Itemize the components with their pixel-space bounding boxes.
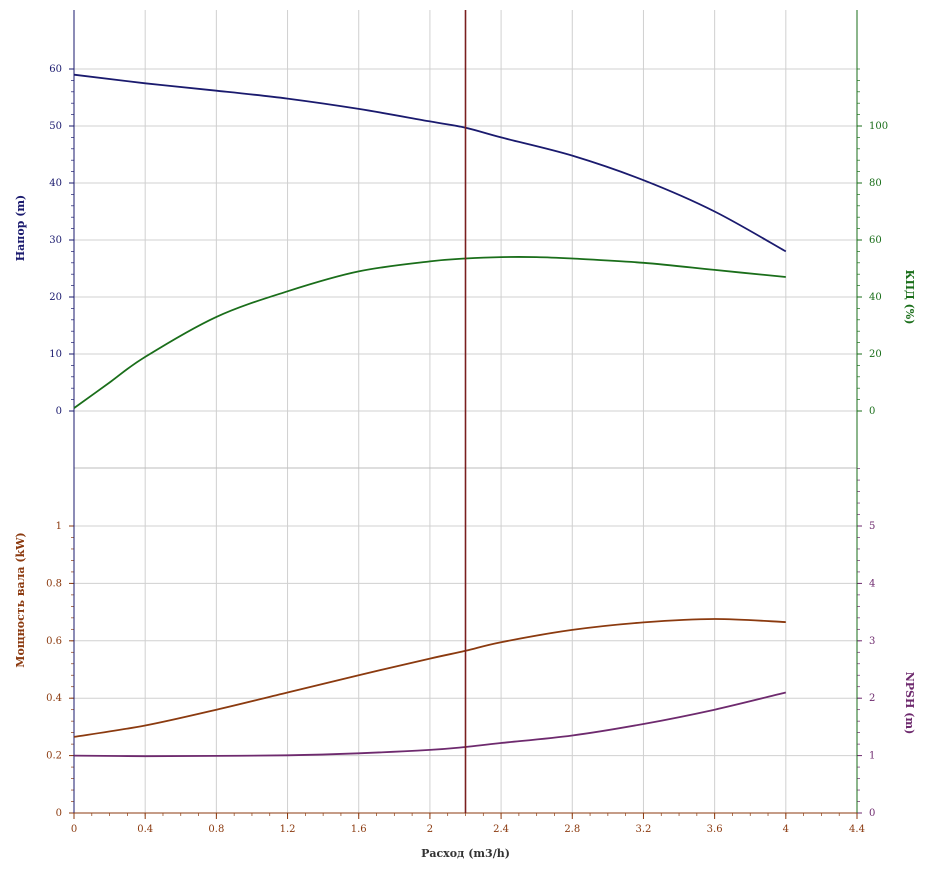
left-axis-tick-label: 0	[56, 808, 62, 819]
left-axis-tick-label: 0.2	[46, 751, 62, 762]
left-axis-tick-label: 50	[49, 121, 62, 132]
x-axis-tick-label: 0	[71, 824, 77, 835]
right-axis-tick-label: 0	[869, 808, 875, 819]
x-axis-tick-label: 0.4	[137, 824, 153, 835]
x-axis-tick-label: 1.6	[351, 824, 367, 835]
npsh-curve	[73, 691, 787, 758]
right-axis-tick-label: 40	[869, 292, 882, 303]
right-axis-tick-label: 0	[869, 406, 875, 417]
right-axis-tick-label: 5	[869, 521, 875, 532]
right-axis-tick-label: 80	[869, 178, 882, 189]
x-axis-tick-label: 4	[783, 824, 789, 835]
x-axis-tick-label: 0.8	[208, 824, 224, 835]
left-axis-tick-label: 0.4	[46, 693, 62, 704]
power-curve	[73, 618, 786, 738]
head-curve	[73, 73, 787, 253]
left-axis-tick-label: 10	[49, 349, 62, 360]
x-axis-tick-label: 1.2	[280, 824, 296, 835]
right-axis-tick-label: 60	[869, 235, 882, 246]
x-axis-tick-label: 2.8	[564, 824, 580, 835]
left-axis-tick-label: 60	[49, 64, 62, 75]
right-axis-title: КПД (%)	[903, 270, 916, 325]
x-axis-tick-label: 3.6	[707, 824, 723, 835]
efficiency-curve	[73, 256, 786, 409]
x-axis-tick-label: 3.2	[636, 824, 652, 835]
left-axis-title: Мощность вала (kW)	[14, 532, 27, 667]
left-axis-tick-label: 0.6	[46, 636, 62, 647]
left-axis-tick-label: 40	[49, 178, 62, 189]
right-axis-tick-label: 3	[869, 636, 875, 647]
x-axis-tick-label: 2.4	[493, 824, 509, 835]
right-axis-tick-label: 2	[869, 693, 875, 704]
x-axis-tick-label: 4.4	[849, 824, 865, 835]
right-axis-tick-label: 100	[869, 121, 888, 132]
left-axis-title: Напор (m)	[14, 195, 27, 261]
right-axis-tick-label: 20	[869, 349, 882, 360]
left-axis-tick-label: 0.8	[46, 578, 62, 589]
series	[73, 10, 787, 813]
left-axis-tick-label: 0	[56, 406, 62, 417]
axes	[69, 10, 862, 819]
x-axis-tick-label: 2	[427, 824, 433, 835]
left-axis-tick-label: 30	[49, 235, 62, 246]
left-axis-tick-label: 1	[56, 521, 62, 532]
left-axis-tick-label: 20	[49, 292, 62, 303]
x-axis-title: Расход (m3/h)	[421, 847, 510, 860]
right-axis-title: NPSH (m)	[903, 672, 916, 735]
right-axis-tick-label: 1	[869, 751, 875, 762]
right-axis-tick-label: 4	[869, 578, 875, 589]
